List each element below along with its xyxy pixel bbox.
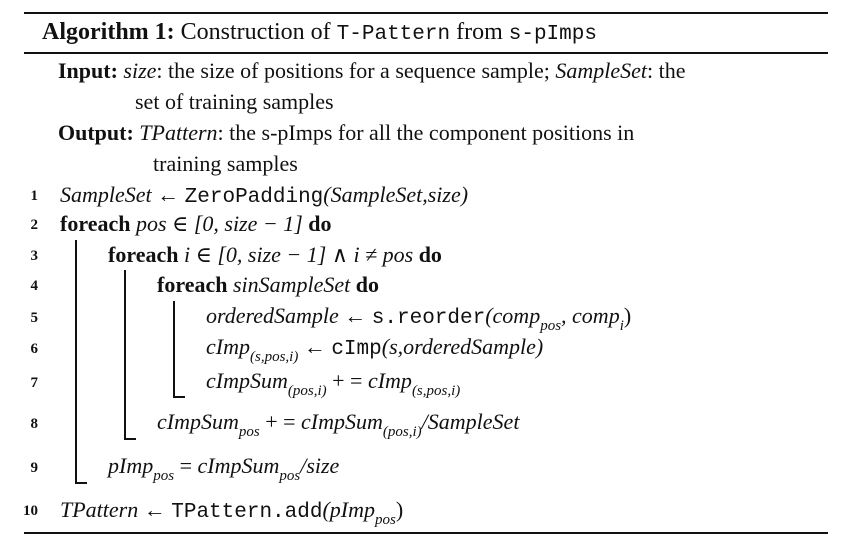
var: cImpSum xyxy=(197,453,280,478)
loop-expr: i ∈ [0, size − 1] ∧ i ≠ pos xyxy=(178,242,419,267)
keyword-foreach: foreach xyxy=(60,211,131,236)
var: pImp xyxy=(108,453,154,478)
output-label: Output: xyxy=(58,120,134,145)
code-line-3: foreach i ∈ [0, size − 1] ∧ i ≠ pos do xyxy=(108,242,442,268)
operator: = xyxy=(174,453,198,478)
algorithm-title-code2: s-pImps xyxy=(508,23,597,46)
function: cImp xyxy=(331,338,382,361)
input-line-2: set of training samples xyxy=(135,89,334,114)
operator: ← xyxy=(138,497,172,522)
code-line-10: TPattern ← TPattern.add(pImppos) xyxy=(60,497,404,528)
top-rule xyxy=(24,12,828,14)
args: (SampleSet,size) xyxy=(323,182,469,207)
subscript: pos xyxy=(238,424,260,440)
input-line-1: Input: size: the size of positions for a… xyxy=(58,58,686,84)
output-line-1: Output: TPattern: the s-pImps for all th… xyxy=(58,120,634,146)
keyword-foreach: foreach xyxy=(157,272,228,297)
arg: (comp xyxy=(485,303,541,328)
line-number: 6 xyxy=(30,341,39,357)
subscript: pos xyxy=(540,318,562,334)
paren: ) xyxy=(395,497,404,522)
operator: + = xyxy=(259,409,302,434)
output-var-tpattern: TPattern xyxy=(139,120,218,145)
algorithm-title-code1: T-Pattern xyxy=(336,23,451,46)
keyword-do: do xyxy=(308,211,332,236)
algorithm-title-mid: from xyxy=(456,19,503,45)
line-number: 5 xyxy=(30,310,39,326)
code-line-4: foreach sinSampleSet do xyxy=(157,272,379,298)
header-rule xyxy=(24,52,828,54)
input-text-2: : the xyxy=(647,58,686,83)
var: cImp xyxy=(367,368,412,393)
block-bar-loop-pos xyxy=(75,240,77,484)
output-line-2: training samples xyxy=(153,151,298,176)
subscript: i xyxy=(619,318,624,334)
subscript: (pos,i) xyxy=(287,383,327,399)
bottom-rule xyxy=(24,532,828,534)
code-line-5: orderedSample ← s.reorder(comppos, compi… xyxy=(206,303,632,334)
line-number: 8 xyxy=(30,416,39,432)
output-text: : the s-pImps for all the component posi… xyxy=(217,120,635,145)
args: /SampleSet xyxy=(421,409,520,434)
function: s.reorder xyxy=(371,307,486,330)
operator: ← xyxy=(338,303,372,328)
algorithm-caption: Algorithm 1: Construction of T-Pattern f… xyxy=(42,17,597,50)
function: TPattern.add xyxy=(171,501,323,524)
code-line-6: cImp(s,pos,i) ← cImp(s,orderedSample) xyxy=(206,334,544,365)
input-text-1: : the size of positions for a sequence s… xyxy=(156,58,550,83)
paren: ) xyxy=(623,303,632,328)
input-var-sampleset: SampleSet xyxy=(555,58,648,83)
subscript: pos xyxy=(153,468,175,484)
input-label: Input: xyxy=(58,58,118,83)
operator: ← xyxy=(298,334,332,359)
args: (s,orderedSample) xyxy=(381,334,544,359)
code-line-2: foreach pos ∈ [0, size − 1] do xyxy=(60,211,332,237)
block-end-loop-pos xyxy=(75,482,87,484)
keyword-do: do xyxy=(355,272,380,297)
loop-expr: pos ∈ [0, size − 1] xyxy=(130,211,309,236)
arg: , comp xyxy=(561,303,620,328)
subscript: pos xyxy=(279,468,301,484)
args: /size xyxy=(300,453,340,478)
code-line-8: cImpSumpos + = cImpSum(pos,i)/SampleSet xyxy=(157,409,520,440)
var: cImp xyxy=(206,334,250,359)
keyword-foreach: foreach xyxy=(108,242,179,267)
loop-expr: sinSampleSet xyxy=(227,272,356,297)
keyword-do: do xyxy=(418,242,442,267)
algorithm-title-prefix: Construction of xyxy=(180,19,331,45)
block-bar-loop-i xyxy=(124,270,126,440)
input-var-size: size xyxy=(123,58,157,83)
function: ZeroPadding xyxy=(184,186,324,209)
var: orderedSample xyxy=(206,303,339,328)
var: TPattern xyxy=(60,497,139,522)
var: cImpSum xyxy=(206,368,288,393)
code-line-1: SampleSet ← ZeroPadding(SampleSet,size) xyxy=(60,182,468,211)
code-line-9: pImppos = cImpSumpos/size xyxy=(108,453,340,484)
line-number: 2 xyxy=(30,217,39,233)
subscript: (s,pos,i) xyxy=(411,383,461,399)
var: cImpSum xyxy=(157,409,239,434)
subscript: pos xyxy=(375,512,396,528)
line-number: 7 xyxy=(30,375,39,391)
block-bar-loop-s xyxy=(173,301,175,398)
operator: ← xyxy=(151,182,185,207)
arg: (pImp xyxy=(322,497,376,522)
line-number: 3 xyxy=(30,248,39,264)
line-number: 9 xyxy=(30,460,39,476)
var: cImpSum xyxy=(301,409,383,434)
var: SampleSet xyxy=(60,182,152,207)
line-number: 4 xyxy=(30,278,39,294)
code-line-7: cImpSum(pos,i) + = cImp(s,pos,i) xyxy=(206,368,461,399)
subscript: (s,pos,i) xyxy=(249,349,299,365)
line-number: 10 xyxy=(23,503,38,519)
line-number: 1 xyxy=(30,188,39,204)
operator: + = xyxy=(326,368,368,393)
algorithm-label: Algorithm 1: xyxy=(42,19,175,45)
block-end-loop-i xyxy=(124,438,136,440)
subscript: (pos,i) xyxy=(382,424,422,440)
block-end-loop-s xyxy=(173,396,185,398)
